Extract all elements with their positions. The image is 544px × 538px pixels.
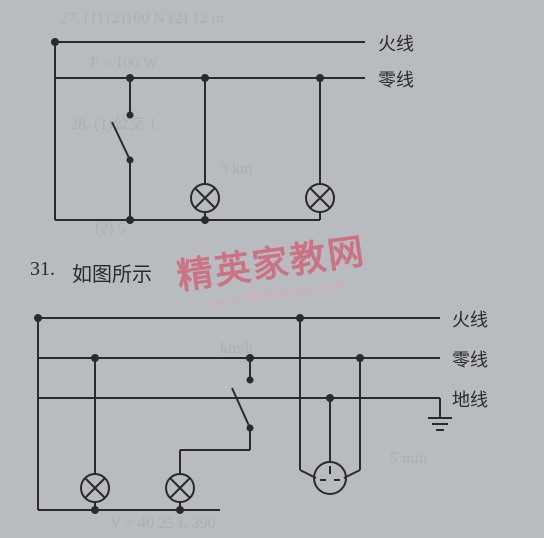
label-neutral-wire-2: 零线 [452, 346, 488, 372]
page: 27. (1) (2)100 N (2) 12 m P = 100 W 28. … [0, 0, 544, 538]
label-live-wire-2: 火线 [452, 306, 488, 332]
label-earth-wire-2: 地线 [452, 386, 488, 412]
circuit-diagram-2 [0, 0, 544, 538]
